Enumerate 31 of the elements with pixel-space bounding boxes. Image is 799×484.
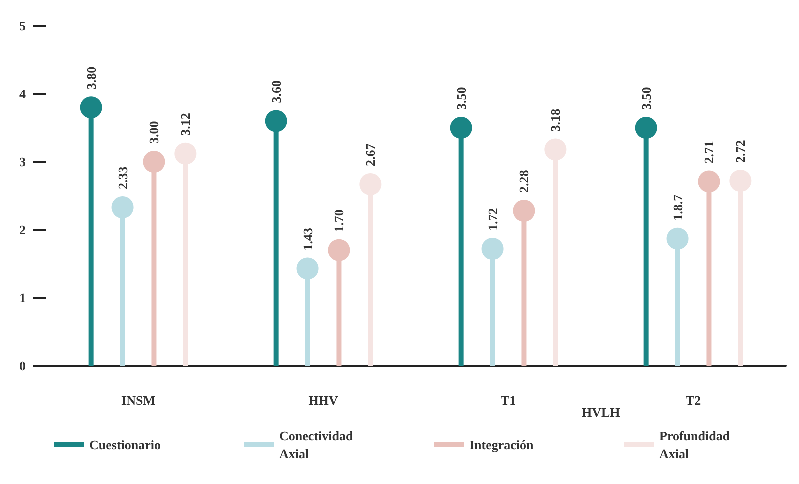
legend-label: Integración bbox=[470, 438, 535, 452]
legend-label: Cuestionario bbox=[90, 438, 161, 452]
data-label: 3.60 bbox=[268, 80, 284, 104]
data-label: 1.43 bbox=[300, 228, 316, 251]
data-label: 2.72 bbox=[733, 140, 748, 164]
data-label: 3.80 bbox=[84, 66, 99, 90]
data-label: 2.33 bbox=[115, 166, 130, 190]
data-label: 3.18 bbox=[548, 108, 564, 132]
x-tick-label: T1 bbox=[500, 393, 516, 408]
text: HVLH bbox=[582, 405, 620, 420]
y-tick-label: 5 bbox=[20, 18, 26, 34]
data-label: 2.67 bbox=[363, 143, 378, 166]
y-tick-label: 0 bbox=[20, 358, 26, 374]
data-label: 1.70 bbox=[332, 210, 347, 232]
y-tick-label: 1 bbox=[20, 290, 26, 306]
data-label: 2.28 bbox=[516, 170, 532, 193]
legend-label: Conectividad Axial bbox=[280, 428, 356, 462]
legend-label: Profundidad Axial bbox=[660, 428, 734, 462]
y-tick-label: 4 bbox=[20, 86, 26, 102]
data-label: 3.50 bbox=[638, 87, 654, 110]
data-label: 2.71 bbox=[702, 140, 717, 164]
x-tick-label: INSM bbox=[122, 393, 156, 408]
x-tick-label: HHV bbox=[308, 393, 339, 408]
y-tick-label: 3 bbox=[20, 154, 26, 170]
data-label: 3.50 bbox=[454, 87, 469, 110]
x-tick-label: T2 bbox=[686, 393, 702, 408]
data-label: 3.12 bbox=[178, 113, 194, 136]
y-tick-label: 2 bbox=[20, 222, 26, 238]
data-label: 1.8.7 bbox=[670, 194, 686, 221]
data-label: 1.72 bbox=[485, 208, 500, 232]
data-label: 3.00 bbox=[146, 121, 162, 144]
